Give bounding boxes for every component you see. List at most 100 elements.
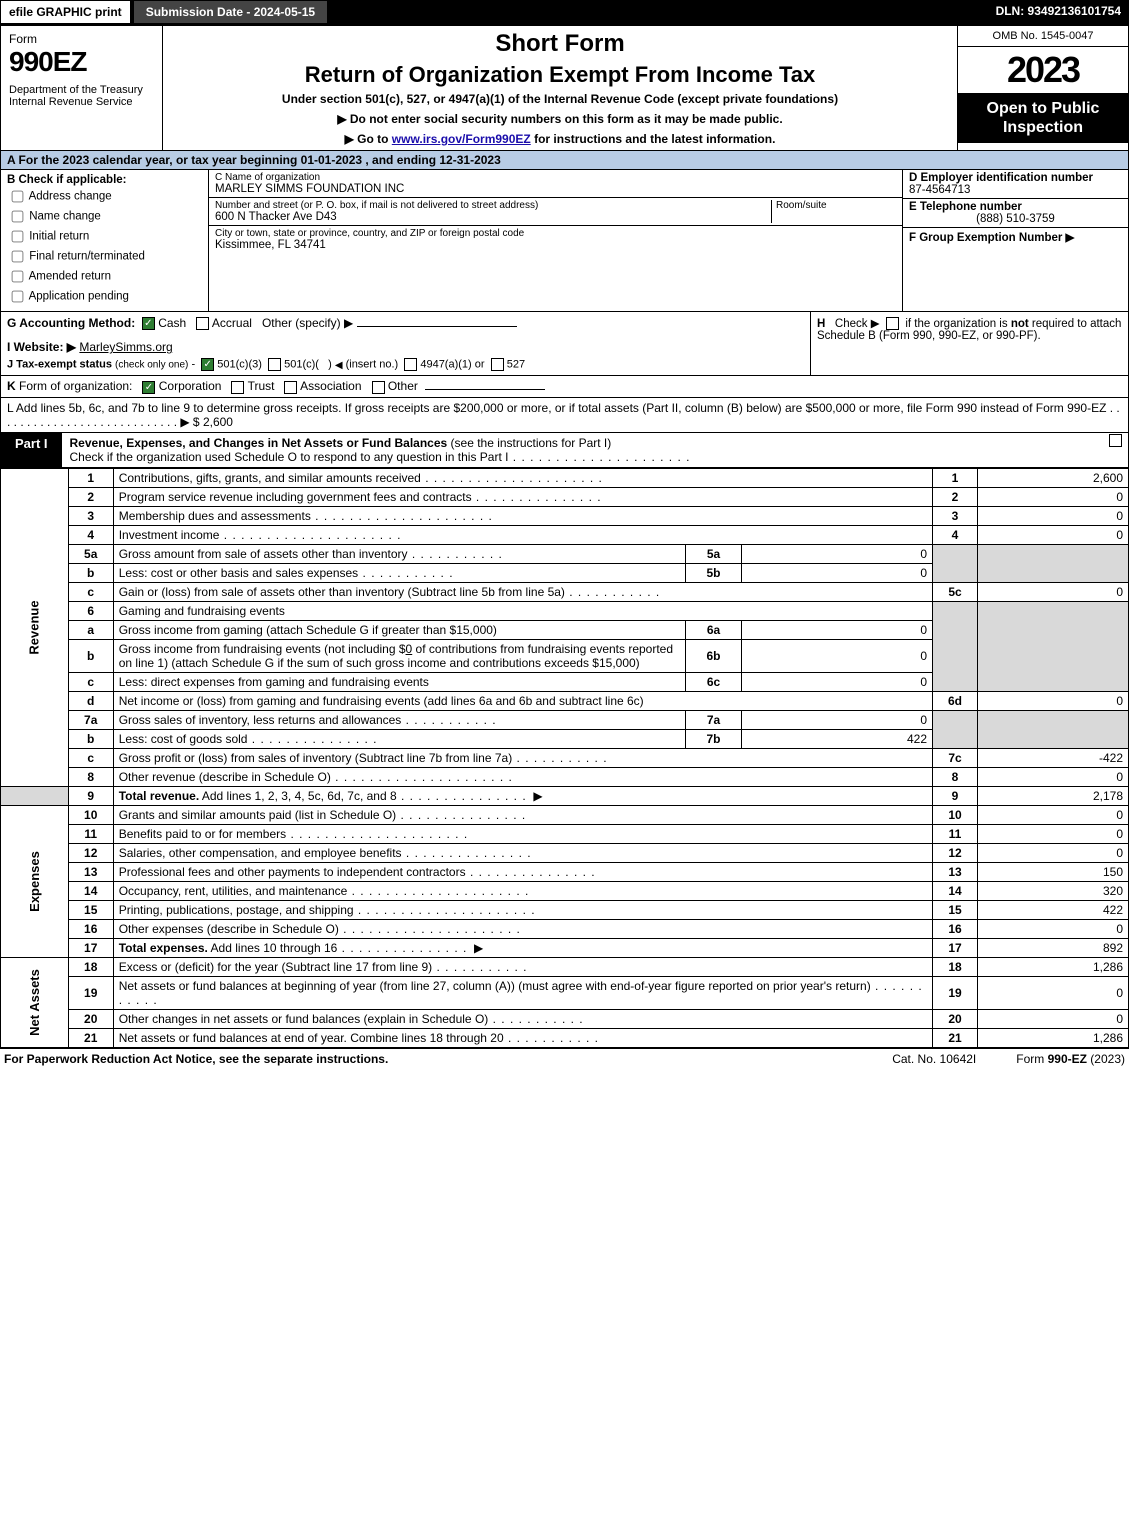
line-19: 19Net assets or fund balances at beginni…: [1, 976, 1129, 1009]
row-g: G Accounting Method: ✓ Cash Accrual Othe…: [7, 316, 804, 330]
phone-label: E Telephone number: [909, 201, 1122, 213]
line-5a: 5aGross amount from sale of assets other…: [1, 544, 1129, 563]
paperwork-notice: For Paperwork Reduction Act Notice, see …: [4, 1052, 852, 1066]
4947-checkbox-icon[interactable]: [404, 358, 417, 371]
part-i-tab: Part I: [1, 433, 62, 467]
org-name-value: MARLEY SIMMS FOUNDATION INC: [215, 183, 896, 195]
line-21: 21Net assets or fund balances at end of …: [1, 1028, 1129, 1047]
city-value: Kissimmee, FL 34741: [215, 239, 896, 251]
org-name-label: C Name of organization: [215, 172, 896, 183]
cell-city: City or town, state or province, country…: [209, 226, 902, 253]
line-11: 11Benefits paid to or for members 110: [1, 824, 1129, 843]
tax-year: 2023: [958, 47, 1128, 93]
part-i-desc: Revenue, Expenses, and Changes in Net As…: [62, 433, 1092, 467]
goto-note: ▶ Go to www.irs.gov/Form990EZ for instru…: [171, 132, 949, 146]
cell-group-exemption: F Group Exemption Number ▶: [903, 228, 1128, 246]
527-checkbox-icon[interactable]: [491, 358, 504, 371]
line-12: 12Salaries, other compensation, and empl…: [1, 843, 1129, 862]
cell-org-name: C Name of organization MARLEY SIMMS FOUN…: [209, 170, 902, 198]
chk-application-pending[interactable]: Application pending: [7, 287, 202, 306]
lines-table: Revenue 1 Contributions, gifts, grants, …: [0, 468, 1129, 1048]
cat-no: Cat. No. 10642I: [852, 1052, 1016, 1066]
row-h: H Check ▶ if the organization is not req…: [810, 312, 1128, 375]
line-16: 16Other expenses (describe in Schedule O…: [1, 919, 1129, 938]
line-4: 4Investment income 40: [1, 525, 1129, 544]
line-5c: cGain or (loss) from sale of assets othe…: [1, 582, 1129, 601]
line-14: 14Occupancy, rent, utilities, and mainte…: [1, 881, 1129, 900]
row-l: L Add lines 5b, 6c, and 7b to line 9 to …: [0, 398, 1129, 433]
line-8: 8Other revenue (describe in Schedule O) …: [1, 767, 1129, 786]
expenses-label: Expenses: [27, 851, 42, 912]
trust-checkbox-icon[interactable]: [231, 381, 244, 394]
street-value: 600 N Thacker Ave D43: [215, 211, 771, 223]
chk-amended-return[interactable]: Amended return: [7, 267, 202, 286]
header-left: Form 990EZ Department of the Treasury In…: [1, 26, 163, 150]
col-c: C Name of organization MARLEY SIMMS FOUN…: [209, 170, 903, 311]
line-9: 9Total revenue. Add lines 1, 2, 3, 4, 5c…: [1, 786, 1129, 805]
501c-checkbox-icon[interactable]: [268, 358, 281, 371]
accrual-checkbox-icon[interactable]: [196, 317, 209, 330]
header-right: OMB No. 1545-0047 2023 Open to Public In…: [958, 26, 1128, 150]
chk-name-change[interactable]: Name change: [7, 207, 202, 226]
cell-street: Number and street (or P. O. box, if mail…: [209, 198, 902, 226]
cash-checkbox-icon[interactable]: ✓: [142, 317, 155, 330]
line-7a: 7aGross sales of inventory, less returns…: [1, 710, 1129, 729]
row-j: J Tax-exempt status (check only one) - ✓…: [7, 358, 804, 371]
ein-label: D Employer identification number: [909, 172, 1122, 184]
form-header: Form 990EZ Department of the Treasury In…: [0, 25, 1129, 151]
col-b: B Check if applicable: Address change Na…: [1, 170, 209, 311]
form-word: Form: [9, 32, 154, 46]
cell-phone: E Telephone number (888) 510-3759: [903, 199, 1128, 228]
revenue-label: Revenue: [27, 600, 42, 654]
part-i-checkbox[interactable]: [1092, 433, 1128, 467]
open-to-public: Open to Public Inspection: [958, 93, 1128, 143]
department-label: Department of the Treasury Internal Reve…: [9, 84, 154, 108]
chk-initial-return[interactable]: Initial return: [7, 227, 202, 246]
street-label: Number and street (or P. O. box, if mail…: [215, 200, 771, 211]
assoc-checkbox-icon[interactable]: [284, 381, 297, 394]
efile-tab[interactable]: efile GRAPHIC print: [0, 0, 131, 24]
section-ghij: G Accounting Method: ✓ Cash Accrual Othe…: [0, 312, 1129, 376]
corp-checkbox-icon[interactable]: ✓: [142, 381, 155, 394]
room-label: Room/suite: [776, 200, 896, 211]
line-7c: cGross profit or (loss) from sales of in…: [1, 748, 1129, 767]
line-3: 3Membership dues and assessments 30: [1, 506, 1129, 525]
line-6: 6Gaming and fundraising events: [1, 601, 1129, 620]
submission-date-tab: Submission Date - 2024-05-15: [133, 0, 328, 24]
topbar: efile GRAPHIC print Submission Date - 20…: [0, 0, 1129, 25]
line-1: Revenue 1 Contributions, gifts, grants, …: [1, 468, 1129, 487]
chk-address-change[interactable]: Address change: [7, 187, 202, 206]
cell-ein: D Employer identification number 87-4564…: [903, 170, 1128, 199]
line-17: 17Total expenses. Add lines 10 through 1…: [1, 938, 1129, 957]
line-13: 13Professional fees and other payments t…: [1, 862, 1129, 881]
chk-final-return[interactable]: Final return/terminated: [7, 247, 202, 266]
short-form-title: Short Form: [171, 30, 949, 58]
schedule-b-checkbox-icon[interactable]: [886, 317, 899, 330]
row-a-tax-year: A For the 2023 calendar year, or tax yea…: [0, 151, 1129, 170]
phone-value: (888) 510-3759: [909, 213, 1122, 225]
line-10: Expenses 10Grants and similar amounts pa…: [1, 805, 1129, 824]
return-title: Return of Organization Exempt From Incom…: [171, 62, 949, 88]
line-2: 2Program service revenue including gover…: [1, 487, 1129, 506]
website-value[interactable]: MarleySimms.org: [79, 340, 172, 354]
goto-pre: ▶ Go to: [345, 132, 392, 146]
line-6d: dNet income or (loss) from gaming and fu…: [1, 691, 1129, 710]
ssn-note: ▶ Do not enter social security numbers o…: [171, 112, 949, 126]
ghij-left: G Accounting Method: ✓ Cash Accrual Othe…: [1, 312, 810, 375]
topbar-spacer: [328, 0, 987, 24]
footer: For Paperwork Reduction Act Notice, see …: [0, 1048, 1129, 1069]
row-k: K Form of organization: ✓ Corporation Tr…: [0, 376, 1129, 397]
col-b-head: B Check if applicable:: [7, 174, 202, 186]
row-i: I Website: ▶ MarleySimms.org: [7, 340, 804, 354]
part-i-header: Part I Revenue, Expenses, and Changes in…: [0, 433, 1129, 468]
line-15: 15Printing, publications, postage, and s…: [1, 900, 1129, 919]
col-def: D Employer identification number 87-4564…: [903, 170, 1128, 311]
omb-number: OMB No. 1545-0047: [958, 26, 1128, 47]
dln-label: DLN: 93492136101754: [988, 0, 1129, 24]
other-checkbox-icon[interactable]: [372, 381, 385, 394]
irs-link[interactable]: www.irs.gov/Form990EZ: [392, 132, 531, 146]
goto-post: for instructions and the latest informat…: [531, 132, 776, 146]
form-number: 990EZ: [9, 46, 154, 78]
line-18: Net Assets 18Excess or (deficit) for the…: [1, 957, 1129, 976]
501c3-checkbox-icon[interactable]: ✓: [201, 358, 214, 371]
